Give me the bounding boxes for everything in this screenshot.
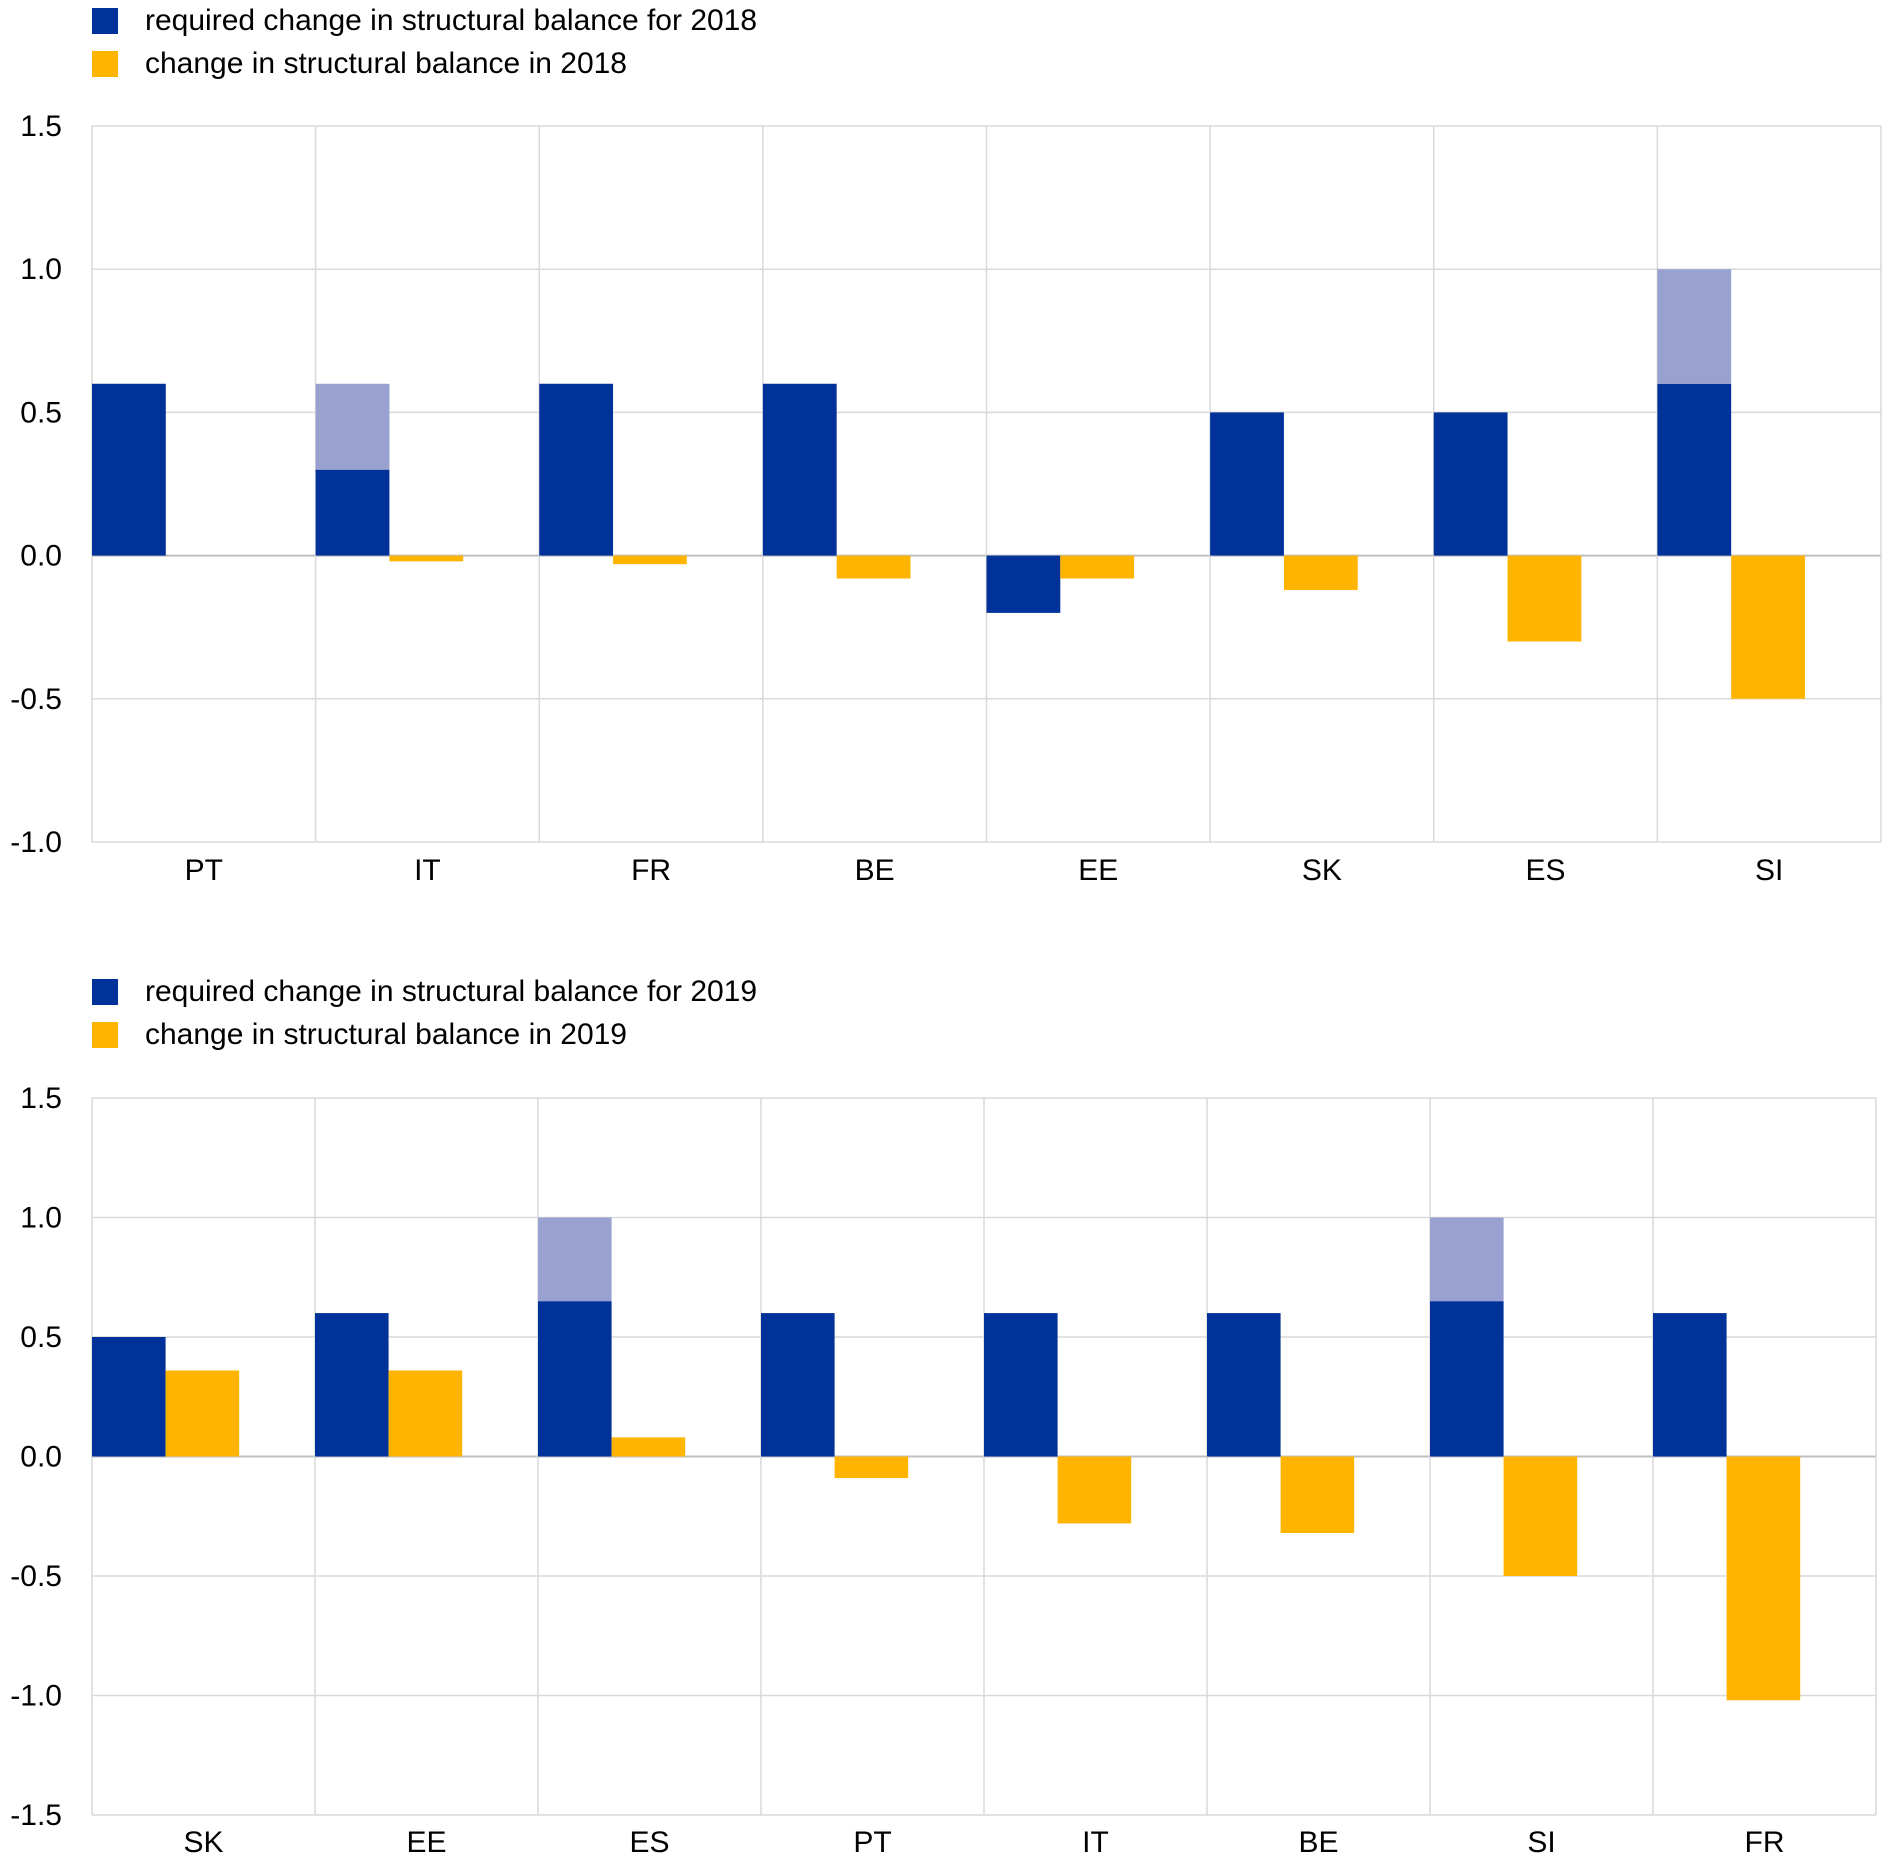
bar-required-ES (1433, 412, 1508, 556)
bar-change-PT (834, 1456, 909, 1479)
bar-change-BE (836, 555, 911, 579)
legend-label-change: change in structural balance in 2018 (145, 47, 627, 80)
bar-required-ES (538, 1301, 612, 1457)
bar-required-FR (539, 383, 614, 556)
y-tick-label: -1.0 (10, 826, 62, 859)
bar-change-IT (389, 555, 464, 562)
bar-required-PT (92, 383, 166, 556)
bar-change-BE (1280, 1456, 1355, 1533)
x-category-label: ES (1526, 854, 1566, 887)
x-category-label: EE (406, 1826, 446, 1856)
legend-swatch-required (92, 979, 118, 1005)
y-tick-label: -0.5 (10, 1560, 62, 1593)
legend-swatch-required (92, 8, 118, 34)
legend-label-change: change in structural balance in 2019 (145, 1018, 627, 1051)
y-tick-label: 0.0 (20, 540, 62, 573)
bar-required-SI (1657, 383, 1732, 556)
bar-change-FR (613, 555, 687, 565)
x-category-label: SK (1302, 854, 1342, 887)
bar-required-extra-ES (538, 1217, 612, 1302)
bar-required-BE (762, 383, 837, 556)
x-category-label: EE (1078, 854, 1118, 887)
y-tick-label: 0.5 (20, 396, 62, 429)
x-category-label: IT (414, 854, 441, 887)
y-tick-label: 1.0 (20, 253, 62, 286)
bar-required-SK (1210, 412, 1284, 556)
bar-required-SK (92, 1337, 166, 1457)
bar-required-extra-IT (315, 383, 390, 470)
bar-required-extra-SI (1657, 269, 1732, 384)
bar-required-IT (315, 469, 390, 556)
legend-label-required: required change in structural balance fo… (145, 975, 757, 1008)
bar-required-FR (1653, 1313, 1727, 1457)
y-tick-label: -0.5 (10, 683, 62, 716)
bar-required-EE (986, 555, 1061, 613)
y-tick-label: -1.5 (10, 1799, 62, 1832)
bar-required-BE (1207, 1313, 1281, 1457)
legend-swatch-change (92, 1022, 118, 1048)
y-tick-label: 1.5 (20, 110, 62, 143)
bar-change-ES (611, 1437, 686, 1457)
bar-change-FR (1726, 1456, 1801, 1701)
bar-change-SK (165, 1370, 240, 1457)
x-category-label: SI (1527, 1826, 1555, 1856)
bar-change-SI (1503, 1456, 1578, 1576)
bar-change-IT (1057, 1456, 1132, 1524)
bar-required-SI (1430, 1301, 1504, 1457)
x-category-label: BE (1298, 1826, 1338, 1856)
x-category-label: SI (1755, 854, 1783, 887)
x-category-label: PT (853, 1826, 891, 1856)
y-tick-label: 1.5 (20, 1082, 62, 1115)
x-category-label: IT (1082, 1826, 1109, 1856)
legend-label-required: required change in structural balance fo… (145, 4, 757, 37)
x-category-label: SK (183, 1826, 223, 1856)
bar-change-SI (1731, 555, 1805, 699)
bar-required-IT (984, 1313, 1058, 1457)
bar-required-extra-SI (1430, 1217, 1504, 1302)
x-category-label: FR (1745, 1826, 1785, 1856)
legend-swatch-change (92, 51, 118, 77)
bar-change-ES (1507, 555, 1582, 642)
y-tick-label: 0.5 (20, 1321, 62, 1354)
y-tick-label: -1.0 (10, 1680, 62, 1713)
bar-required-EE (315, 1313, 389, 1457)
bar-required-PT (761, 1313, 835, 1457)
bar-change-EE (388, 1370, 463, 1457)
x-category-label: FR (631, 854, 671, 887)
x-category-label: PT (185, 854, 223, 887)
bar-change-EE (1060, 555, 1135, 579)
x-category-label: BE (855, 854, 895, 887)
y-tick-label: 1.0 (20, 1202, 62, 1235)
x-category-label: ES (629, 1826, 669, 1856)
y-tick-label: 0.0 (20, 1441, 62, 1474)
bar-change-SK (1283, 555, 1358, 590)
